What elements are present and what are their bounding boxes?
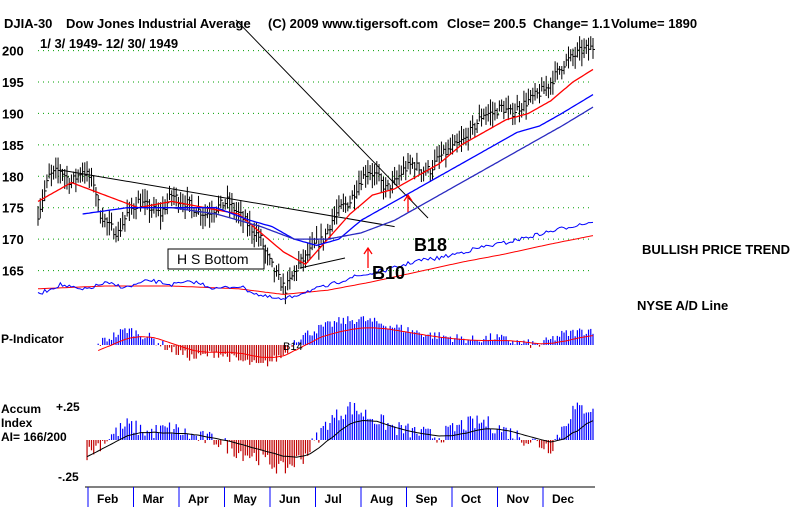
header-copyright: (C) 2009 www.tigersoft.com [268, 16, 438, 31]
header-volume: Volume= 1890 [611, 16, 697, 31]
ma-short-line [37, 68, 594, 266]
accum-hist [86, 401, 594, 474]
month-label-Oct: Oct [461, 492, 481, 506]
header-symbol: DJIA-30 [4, 16, 52, 31]
p-indicator-ma-line [97, 327, 594, 358]
downtrend-line [235, 19, 429, 219]
hs-bottom-box [167, 248, 265, 270]
header-index-name: Dow Jones Industrial Average [66, 16, 251, 31]
month-label-May: May [234, 492, 258, 506]
ad-line [37, 221, 594, 301]
b14-label: B14 [283, 341, 303, 353]
month-label-Jun: Jun [279, 492, 300, 506]
header-date-range: 1/ 3/ 1949- 12/ 30/ 1949 [40, 36, 178, 51]
month-label-Aug: Aug [370, 492, 393, 506]
price-y-axis: 165 170 175 180 185 190 195 200 [2, 44, 24, 279]
y-tick-195: 195 [2, 75, 24, 90]
hs-bottom-label: H S Bottom [177, 251, 249, 267]
right-shoulder-line [299, 257, 346, 269]
y-tick-180: 180 [2, 169, 24, 184]
accum-label-2: Index [1, 416, 33, 430]
b10-arrow-head [363, 246, 373, 255]
ma-mid-line [82, 94, 594, 247]
chart-series [37, 19, 595, 474]
accum-label-1: Accum [1, 402, 41, 416]
header-change: Change= 1.1 [533, 16, 610, 31]
month-label-Sep: Sep [416, 492, 438, 506]
ad-line-label: NYSE A/D Line [637, 298, 728, 313]
month-axis: Feb Mar Apr May Jun Jul Aug Sep Oct Nov Dec [85, 486, 595, 507]
y-tick-190: 190 [2, 106, 24, 121]
month-label-Mar: Mar [143, 492, 165, 506]
month-label-Dec: Dec [552, 492, 574, 506]
y-tick-170: 170 [2, 232, 24, 247]
b18-arrow-head [403, 193, 413, 202]
y-tick-200: 200 [2, 44, 24, 59]
y-tick-185: 185 [2, 138, 24, 153]
month-label-Nov: Nov [507, 492, 530, 506]
month-label-Jul: Jul [325, 492, 342, 506]
month-label-Feb: Feb [97, 492, 118, 506]
b10-label: B10 [372, 263, 405, 283]
ma-long-line [171, 106, 594, 240]
accum-ma-line [86, 419, 594, 458]
header-close: Close= 200.5 [447, 16, 526, 31]
y-tick-175: 175 [2, 201, 24, 216]
y-tick-165: 165 [2, 264, 24, 279]
month-label-Apr: Apr [188, 492, 209, 506]
accum-top-label: +.25 [56, 400, 80, 414]
accum-bottom-label: -.25 [58, 470, 79, 484]
trend-label: BULLISH PRICE TREND [642, 242, 790, 257]
accum-label-3: AI= 166/200 [1, 430, 67, 444]
p-indicator-label: P-Indicator [1, 332, 64, 346]
b18-label: B18 [414, 235, 447, 255]
ad-ma-line [37, 235, 594, 295]
price-gridlines [38, 50, 593, 272]
